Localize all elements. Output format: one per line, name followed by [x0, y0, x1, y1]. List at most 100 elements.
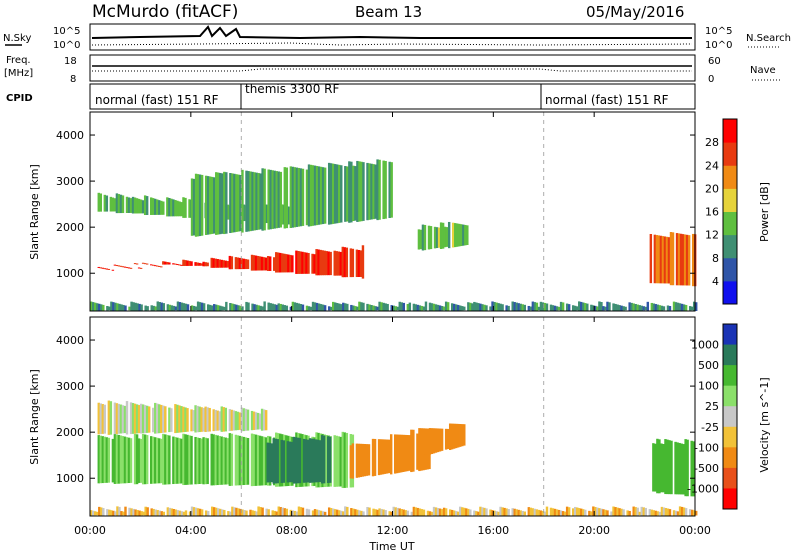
echo-cell	[311, 510, 315, 516]
noise-search-trace	[91, 42, 693, 46]
echo-cell	[222, 437, 226, 485]
echo-cell	[255, 172, 258, 231]
echo-cell	[580, 508, 583, 516]
echo-cell	[414, 507, 418, 516]
echo-cell	[229, 173, 232, 234]
echo-cell	[675, 233, 679, 286]
echo-cell	[451, 222, 455, 248]
echo-cell	[463, 424, 466, 446]
echo-cell	[166, 197, 169, 217]
echo-cell	[268, 442, 271, 483]
echo-cell	[541, 302, 545, 311]
echo-cell	[291, 255, 294, 273]
echo-cell	[695, 510, 698, 516]
echo-cell	[396, 507, 399, 516]
echo-cell	[97, 402, 100, 435]
echo-cell	[273, 510, 276, 516]
echo-cell	[335, 435, 338, 487]
x-tick-label: 00:00	[679, 524, 711, 537]
echo-cell	[222, 260, 226, 268]
echo-cell	[145, 263, 149, 265]
echo-cell	[230, 433, 234, 486]
velocity-echo-cells	[90, 400, 698, 516]
echo-cell	[186, 304, 190, 311]
echo-cell	[684, 304, 688, 311]
echo-cell	[176, 264, 179, 266]
echo-cell	[231, 173, 234, 233]
echo-cell	[237, 174, 240, 232]
echo-cell	[654, 443, 657, 492]
echo-cell	[316, 439, 320, 483]
echo-cell	[127, 197, 131, 213]
echo-cell	[176, 200, 179, 217]
echo-cell	[119, 435, 123, 484]
echo-cell	[228, 433, 232, 486]
time-axis-ticks: 00:00 04:00 08:00 12:00 16:00 20:00 00:00	[74, 524, 711, 537]
echo-cell	[310, 438, 314, 483]
echo-cell	[342, 511, 345, 516]
echo-cell	[303, 252, 306, 274]
echo-cell	[652, 510, 656, 516]
echo-cell	[360, 161, 363, 222]
echo-cell	[182, 197, 185, 218]
echo-cell	[174, 306, 178, 311]
echo-cell	[527, 305, 531, 311]
echo-cell	[692, 510, 696, 516]
echo-cell	[129, 267, 133, 269]
echo-cell	[652, 443, 655, 492]
echo-cell	[271, 303, 274, 311]
echo-cell	[299, 304, 303, 311]
echo-cell	[346, 303, 349, 311]
echo-cell	[444, 428, 448, 450]
echo-cell	[152, 198, 155, 215]
echo-cell	[346, 166, 349, 222]
echo-cell	[103, 194, 107, 212]
echo-cell	[202, 407, 205, 432]
echo-cell	[604, 306, 607, 311]
echo-cell	[688, 509, 692, 516]
echo-cell	[434, 428, 438, 453]
echo-cell	[332, 163, 335, 224]
echo-cell	[463, 507, 466, 516]
echo-cell	[210, 257, 213, 268]
echo-cell	[338, 510, 341, 516]
echo-cell	[273, 257, 276, 271]
echo-cell	[234, 257, 238, 270]
echo-cell	[246, 438, 250, 485]
echo-cell	[211, 305, 214, 311]
echo-cell	[280, 439, 283, 483]
echo-cell	[344, 303, 347, 311]
echo-cell	[323, 167, 327, 224]
echo-cell	[133, 263, 137, 265]
echo-cell	[326, 436, 330, 484]
echo-cell	[427, 225, 431, 250]
echo-cell	[176, 510, 180, 516]
echo-cell	[622, 509, 625, 516]
echo-cell	[261, 306, 264, 311]
echo-cell	[416, 507, 420, 516]
echo-cell	[293, 510, 297, 516]
echo-cell	[327, 507, 331, 516]
echo-cell	[666, 439, 669, 495]
echo-cell	[133, 433, 137, 485]
echo-cell	[211, 506, 214, 516]
echo-cell	[200, 302, 204, 311]
echo-cell	[321, 304, 325, 311]
echo-cell	[196, 437, 199, 485]
echo-cell	[217, 172, 220, 235]
echo-cell	[90, 510, 93, 516]
echo-cell	[138, 510, 141, 516]
echo-cell	[628, 510, 631, 516]
echo-cell	[612, 506, 615, 516]
echo-cell	[398, 434, 401, 473]
colorbar-swatch	[723, 324, 737, 346]
echo-cell	[650, 302, 654, 311]
echo-cell	[214, 434, 217, 486]
echo-cell	[417, 229, 421, 250]
echo-cell	[457, 423, 460, 448]
echo-cell	[479, 506, 482, 516]
echo-cell	[533, 508, 537, 516]
echo-cell	[327, 306, 331, 311]
colorbar-tick-label: -25	[701, 421, 719, 434]
echo-cell	[491, 510, 494, 516]
